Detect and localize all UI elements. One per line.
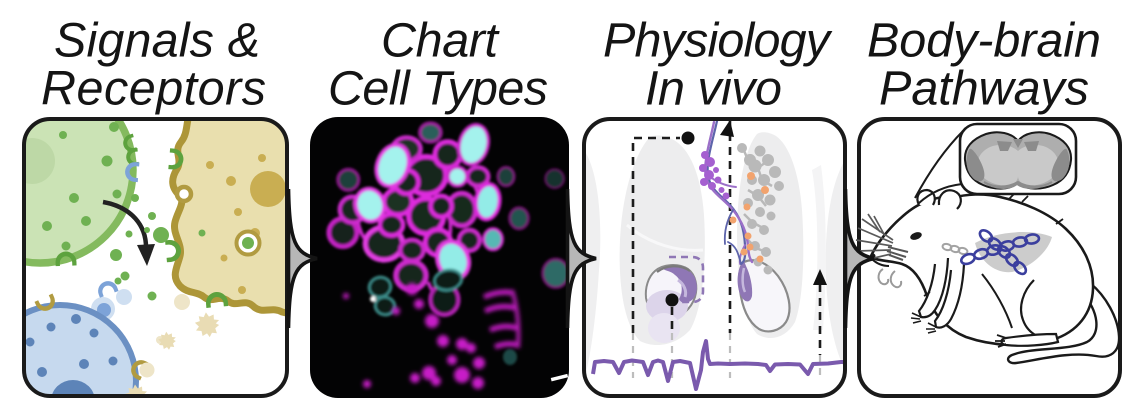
svg-text:Cell Types: Cell Types (328, 62, 548, 116)
svg-text:Physiology: Physiology (603, 14, 833, 68)
svg-text:Signals &: Signals & (54, 14, 260, 68)
svg-text:In vivo: In vivo (645, 62, 782, 116)
svg-text:Body-brain: Body-brain (867, 14, 1101, 68)
svg-text:Receptors: Receptors (41, 62, 266, 116)
svg-text:Pathways: Pathways (879, 62, 1089, 116)
svg-text:Chart: Chart (381, 14, 501, 68)
